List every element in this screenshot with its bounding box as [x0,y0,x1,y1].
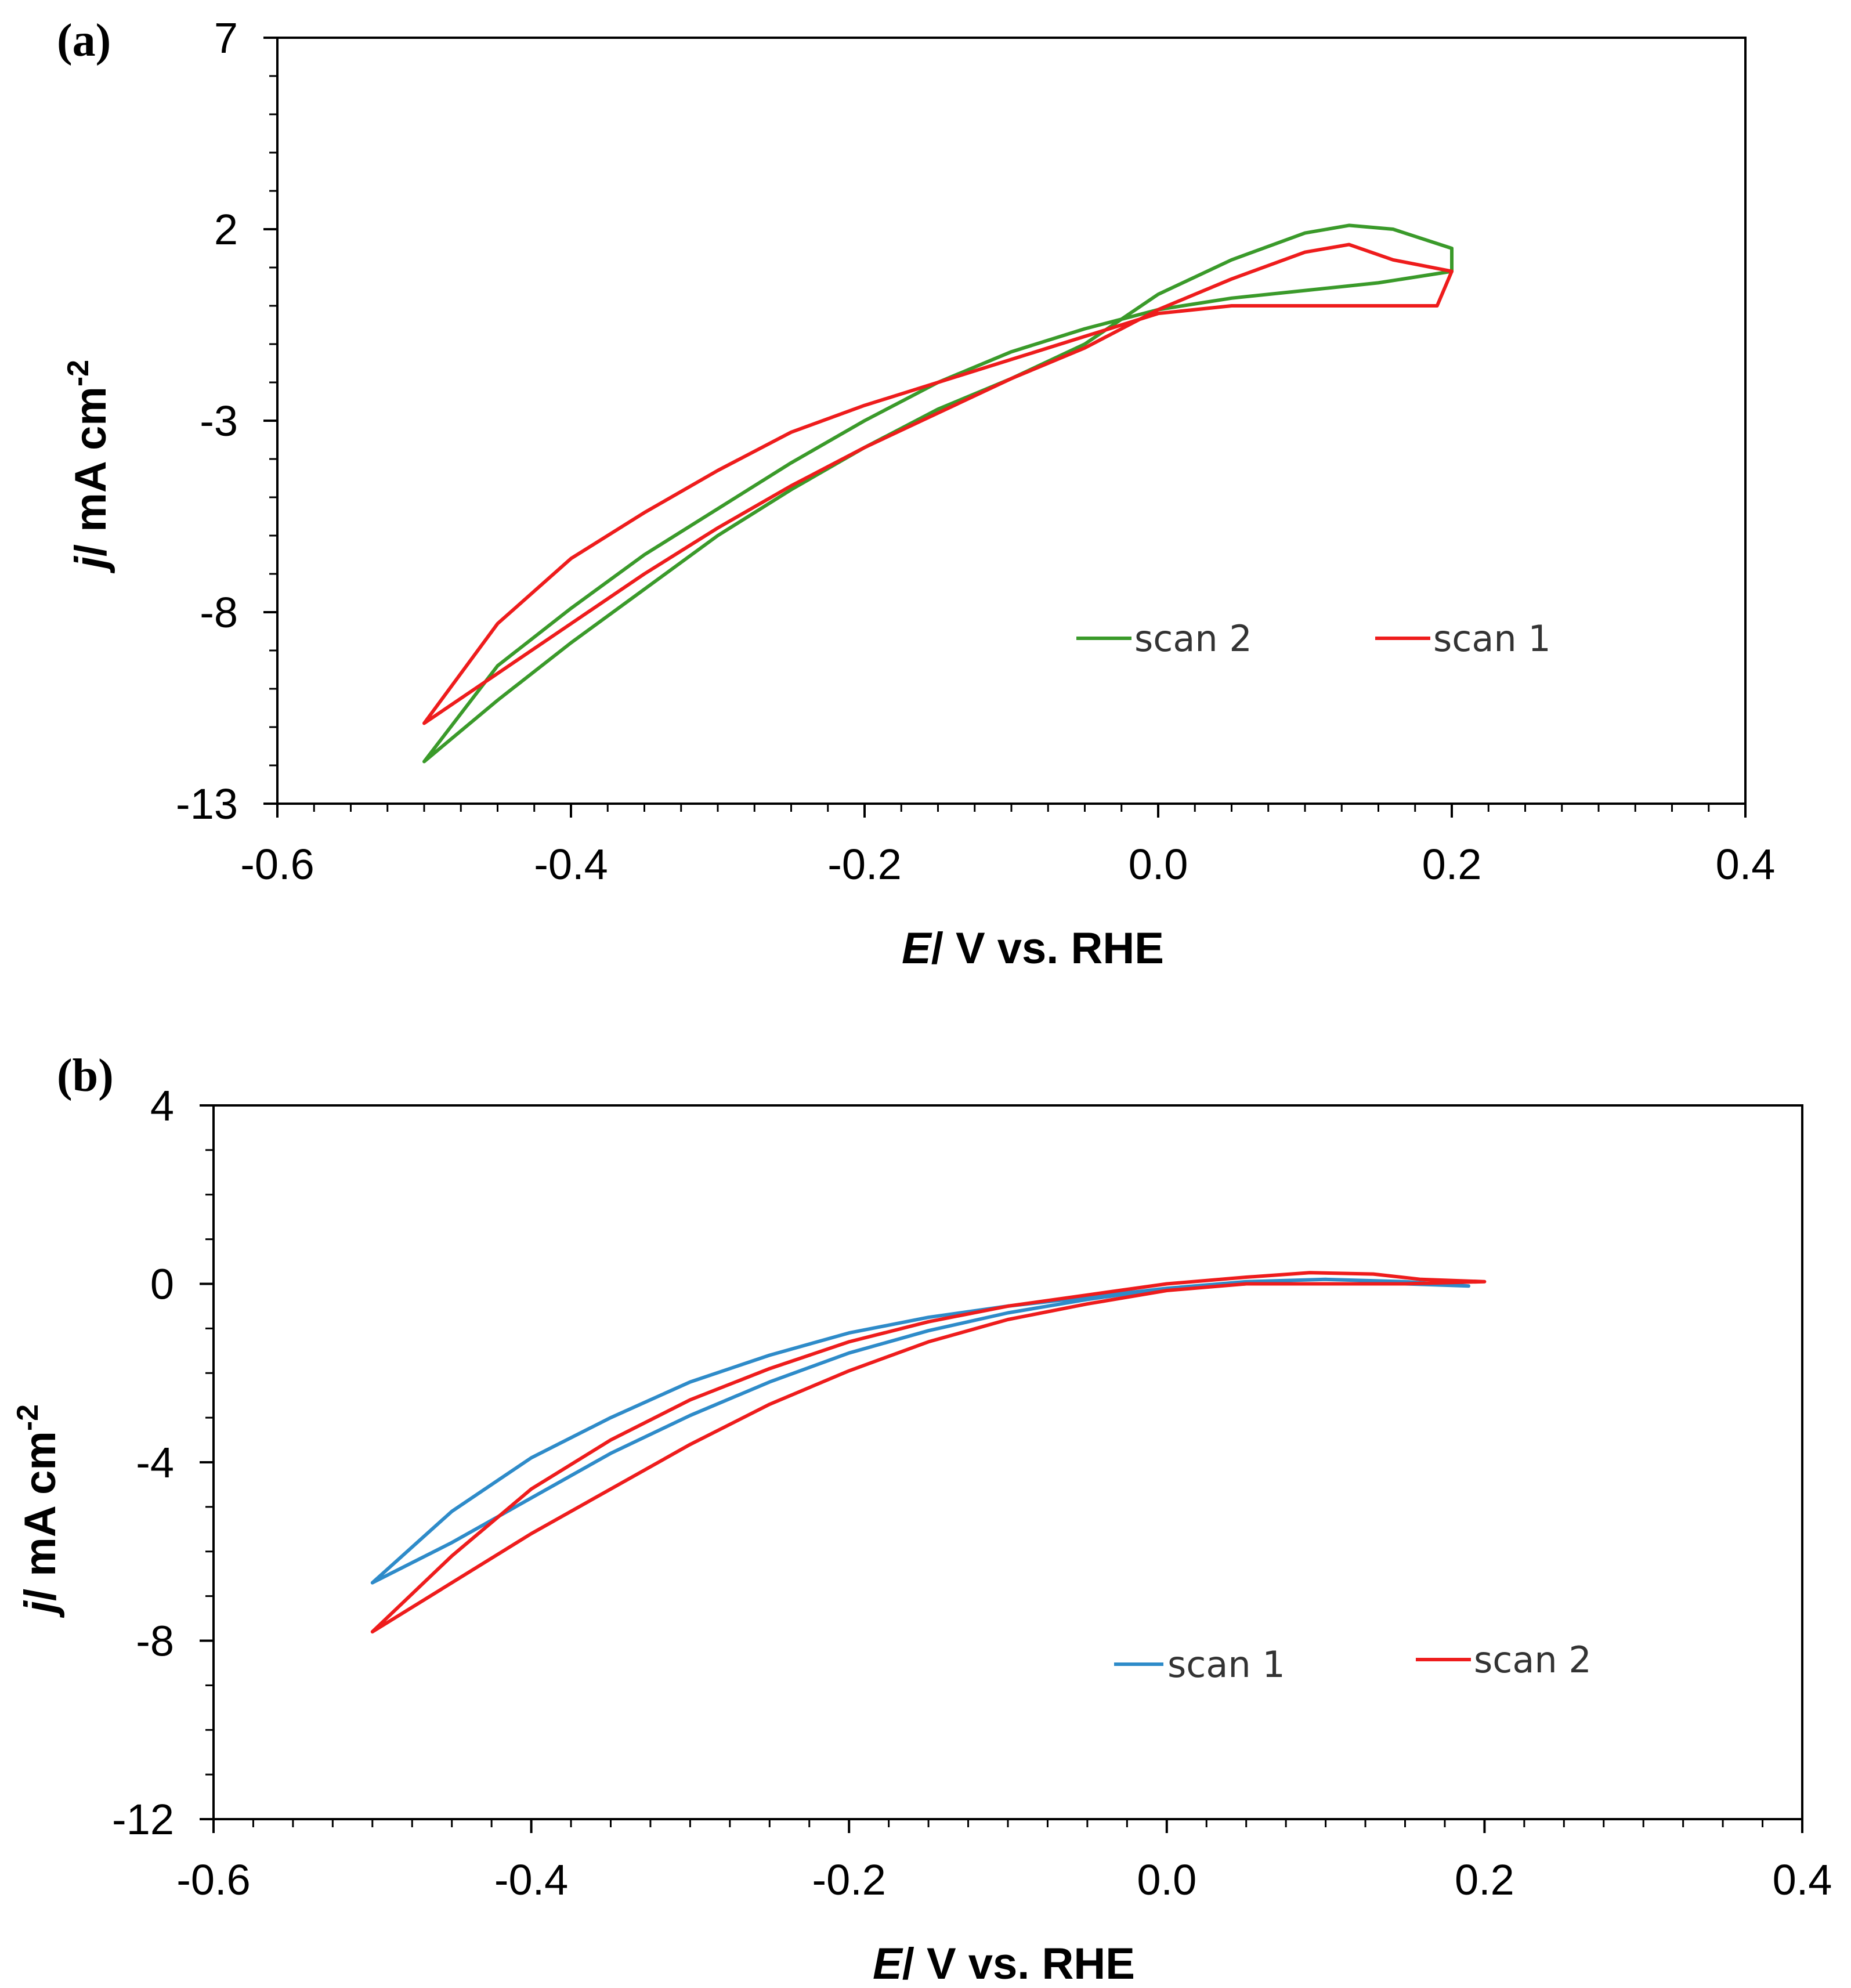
series-group [370,1271,1487,1634]
x-tick-label: 0.4 [1773,1856,1832,1904]
panel-label: (b) [57,1050,114,1101]
x-tick-label: -0.4 [534,840,608,888]
series-line-scan-1 [370,1277,1470,1585]
x-axis-title-rest: / V vs. RHE [931,924,1164,973]
y-tick-label: 4 [150,1082,174,1130]
legend: scan 1 scan 2 [1114,1639,1592,1686]
axis-ticks [200,1104,1803,1833]
y-tick-label: -8 [136,1617,174,1665]
panel-b: (b) 4 0 -4 -8 -12 -0.6 -0.4 -0.2 0.0 0.2 0.4 scan… [11,1050,1832,1988]
panel-a: (a) 7 2 -3 -8 -13 -0.6 -0.4 -0.2 0.0 0.2 0.4 scan… [57,14,1775,973]
panel-label: (a) [57,15,111,66]
y-tick-label: -3 [200,397,238,445]
y-tick-label: -12 [112,1795,174,1844]
plot-area-frame [276,37,1747,805]
y-tick-label: -4 [136,1438,174,1487]
x-tick-label: -0.2 [812,1856,886,1904]
x-tick-label: 0.0 [1129,840,1188,888]
legend-label: scan 2 [1474,1639,1592,1681]
series-line-scan-2 [422,223,1454,764]
y-tick-labels: 4 0 -4 -8 -12 [112,1082,174,1844]
x-tick-label: 0.2 [1422,840,1482,888]
x-tick-label: 0.2 [1455,1856,1514,1904]
y-axis-title-rest: / mA cm [16,1431,65,1601]
x-tick-label: 0.0 [1137,1856,1196,1904]
y-tick-label: -8 [200,588,238,637]
y-axis-title: j/ mA cm-2 [11,1404,65,1618]
x-axis-title: E/ V vs. RHE [902,924,1164,973]
series-group [422,223,1454,764]
legend-label: scan 2 [1134,617,1252,660]
y-tick-label: 7 [214,14,238,62]
x-axis-title-italic: E [902,924,932,973]
x-tick-labels: -0.6 -0.4 -0.2 0.0 0.2 0.4 [240,840,1775,888]
legend-label: scan 1 [1433,617,1551,660]
series-line-scan-1 [422,243,1454,725]
legend: scan 2 scan 1 [1076,617,1551,660]
series-line-scan-2 [370,1271,1487,1634]
legend-label: scan 1 [1167,1643,1285,1686]
y-tick-label: 2 [214,205,238,254]
x-tick-labels: -0.6 -0.4 -0.2 0.0 0.2 0.4 [176,1856,1832,1904]
x-tick-label: -0.6 [176,1856,251,1904]
y-axis-title-superscript: -2 [62,360,95,386]
x-tick-label: -0.4 [494,1856,569,1904]
x-tick-label: 0.4 [1716,840,1776,888]
x-tick-label: -0.6 [240,840,314,888]
x-axis-title-italic: E [873,1939,903,1988]
x-tick-label: -0.2 [827,840,902,888]
y-axis-title: j/ mA cm-2 [62,360,115,574]
axis-ticks [263,37,1747,818]
y-axis-title-italic: j [66,555,115,574]
x-axis-title-rest: / V vs. RHE [902,1939,1135,1988]
plot-area-frame [212,1104,1803,1820]
x-axis-title: E/ V vs. RHE [873,1939,1135,1988]
y-tick-labels: 7 2 -3 -8 -13 [176,14,238,828]
y-axis-title-superscript: -2 [11,1404,45,1431]
y-tick-label: 0 [150,1260,174,1309]
y-axis-title-italic: j [16,1600,65,1618]
y-axis-title-rest: / mA cm [66,386,115,556]
y-tick-label: -13 [176,780,238,828]
